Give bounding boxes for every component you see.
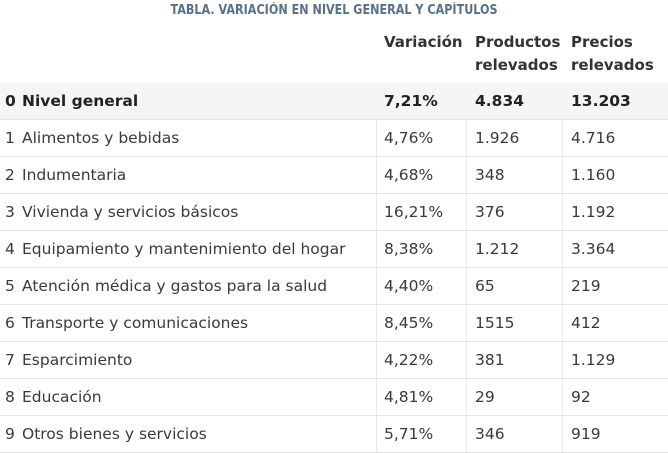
row-number: 7 (5, 351, 15, 369)
row-name: Alimentos y bebidas (22, 129, 180, 147)
row-variacion: 5,71% (384, 425, 434, 443)
table-row: 4 Equipamiento y mantenimiento del hogar… (0, 231, 668, 268)
table-row: 7 Esparcimiento 4,22% 381 1.129 (0, 342, 668, 379)
row-name: Transporte y comunicaciones (22, 314, 249, 332)
row-precios: 3.364 (571, 240, 616, 258)
row-precios: 1.129 (571, 351, 616, 369)
table-row: 9 Otros bienes y servicios 5,71% 346 919 (0, 416, 668, 453)
row-name: Nivel general (22, 92, 139, 110)
row-productos: 4.834 (475, 92, 525, 110)
row-variacion: 16,21% (384, 203, 444, 221)
table-row: 5 Atención médica y gastos para la salud… (0, 268, 668, 305)
row-number: 2 (5, 166, 15, 184)
column-header-variacion-label: Variación (384, 33, 463, 51)
row-variacion: 4,40% (384, 277, 434, 295)
row-name: Educación (22, 388, 102, 406)
row-precios: 412 (571, 314, 601, 332)
row-name: Equipamiento y mantenimiento del hogar (22, 240, 346, 258)
row-precios: 1.192 (571, 203, 616, 221)
row-number: 9 (5, 425, 15, 443)
row-productos: 346 (475, 425, 505, 443)
row-variacion: 7,21% (384, 92, 438, 110)
table-row: 1 Alimentos y bebidas 4,76% 1.926 4.716 (0, 120, 668, 157)
row-name: Indumentaria (22, 166, 127, 184)
row-number: 3 (5, 203, 15, 221)
row-number: 4 (5, 240, 15, 258)
column-header-productos-line2: relevados (475, 56, 558, 74)
table-title: TABLA. VARIACIÓN EN NIVEL GENERAL Y CAPÍ… (170, 3, 498, 18)
row-number: 8 (5, 388, 15, 406)
table-row-total: 0 Nivel general 7,21% 4.834 13.203 (0, 83, 668, 120)
row-number: 1 (5, 129, 15, 147)
column-header-productos: Productos relevados (475, 31, 560, 77)
column-header-precios-line1: Precios (571, 33, 633, 51)
row-variacion: 8,45% (384, 314, 434, 332)
column-header-productos-line1: Productos (475, 33, 561, 51)
table-header: Variación Productos relevados Precios re… (0, 31, 668, 81)
row-productos: 376 (475, 203, 505, 221)
table-body: 0 Nivel general 7,21% 4.834 13.203 1 Ali… (0, 83, 668, 453)
row-productos: 65 (475, 277, 495, 295)
row-name: Esparcimiento (22, 351, 133, 369)
table-row: 6 Transporte y comunicaciones 8,45% 1515… (0, 305, 668, 342)
column-header-precios: Precios relevados (571, 31, 654, 77)
row-precios: 92 (571, 388, 591, 406)
row-name: Atención médica y gastos para la salud (22, 277, 328, 295)
row-productos: 1515 (475, 314, 515, 332)
table-row: 3 Vivienda y servicios básicos 16,21% 37… (0, 194, 668, 231)
row-variacion: 4,81% (384, 388, 434, 406)
row-productos: 1.926 (475, 129, 520, 147)
row-number: 6 (5, 314, 15, 332)
row-productos: 348 (475, 166, 505, 184)
row-precios: 219 (571, 277, 601, 295)
row-precios: 919 (571, 425, 601, 443)
row-variacion: 4,76% (384, 129, 434, 147)
row-productos: 381 (475, 351, 505, 369)
row-variacion: 4,22% (384, 351, 434, 369)
column-header-precios-line2: relevados (571, 56, 654, 74)
row-name: Otros bienes y servicios (22, 425, 207, 443)
row-precios: 4.716 (571, 129, 616, 147)
row-name: Vivienda y servicios básicos (22, 203, 239, 221)
table-row: 8 Educación 4,81% 29 92 (0, 379, 668, 416)
column-header-variacion: Variación (384, 31, 463, 54)
row-number: 5 (5, 277, 15, 295)
row-precios: 1.160 (571, 166, 616, 184)
row-variacion: 4,68% (384, 166, 434, 184)
table-row: 2 Indumentaria 4,68% 348 1.160 (0, 157, 668, 194)
row-variacion: 8,38% (384, 240, 434, 258)
row-precios: 13.203 (571, 92, 631, 110)
row-productos: 29 (475, 388, 495, 406)
row-number: 0 (5, 92, 16, 110)
row-productos: 1.212 (475, 240, 520, 258)
